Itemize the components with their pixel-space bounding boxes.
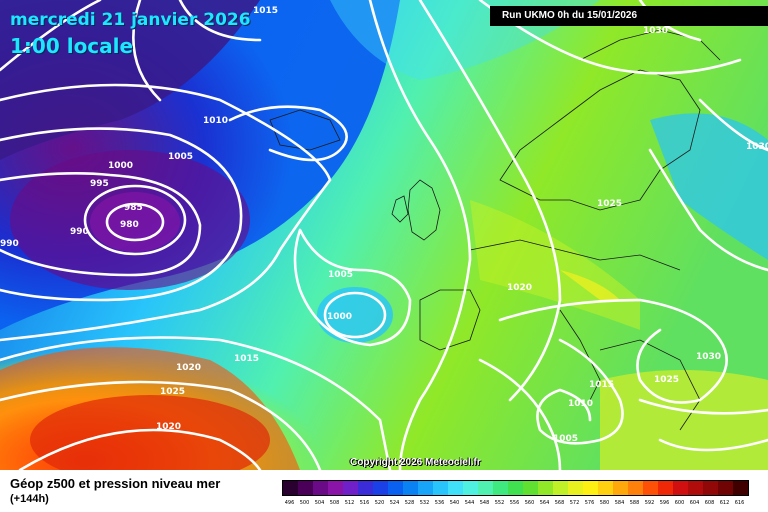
pressure-map: 1015 1030 1010 1005 1000 995 985 980 990…	[0, 0, 768, 470]
scale-label: 588	[629, 500, 640, 506]
scale-label: 548	[479, 500, 490, 506]
isobar-label: 1000	[327, 312, 352, 322]
scale-swatch	[463, 481, 478, 495]
scale-label: 516	[359, 500, 370, 506]
scale-label: 568	[554, 500, 565, 506]
scale-label: 496	[284, 500, 295, 506]
isobar-label: 1005	[168, 152, 193, 162]
isobar-label: 1015	[589, 380, 614, 390]
isobar-label: 1025	[160, 387, 185, 397]
isobar-label: 1010	[568, 399, 593, 409]
scale-swatch	[538, 481, 553, 495]
scale-swatch	[523, 481, 538, 495]
copyright: Copyright 2026 Meteociel.fr	[350, 457, 481, 468]
scale-label: 528	[404, 500, 415, 506]
scale-label: 520	[374, 500, 385, 506]
scale-label: 612	[719, 500, 730, 506]
scale-label: 560	[524, 500, 535, 506]
scale-swatch	[493, 481, 508, 495]
scale-label: 572	[569, 500, 580, 506]
isobar-label: 1030	[746, 142, 768, 152]
isobar-label: 1005	[553, 434, 578, 444]
isobar-label: 1015	[234, 354, 259, 364]
color-scale-labels: 496 500 504 508 512 516 520 524 528 532 536 540 544 5…	[282, 500, 747, 506]
scale-swatch	[283, 481, 298, 495]
scale-swatch	[343, 481, 358, 495]
scale-swatch	[433, 481, 448, 495]
lead-time: (+144h)	[10, 493, 49, 505]
scale-swatch	[733, 481, 748, 495]
isobar-label: 985	[124, 203, 143, 213]
isobar-label: 1005	[328, 270, 353, 280]
scale-label: 504	[314, 500, 325, 506]
scale-swatch	[613, 481, 628, 495]
scale-label: 536	[434, 500, 445, 506]
scale-swatch	[643, 481, 658, 495]
scale-label: 540	[449, 500, 460, 506]
scale-swatch	[373, 481, 388, 495]
scale-label: 552	[494, 500, 505, 506]
scale-swatch	[508, 481, 523, 495]
scale-label: 616	[734, 500, 745, 506]
isobar-label: 1025	[654, 375, 679, 385]
scale-swatch	[688, 481, 703, 495]
isobar-label: 990	[70, 227, 89, 237]
scale-swatch	[553, 481, 568, 495]
isobar-label: 1020	[156, 422, 181, 432]
isobar-label: 1010	[203, 116, 228, 126]
scale-swatch	[718, 481, 733, 495]
isobar-label: 1030	[643, 26, 668, 36]
scale-swatch	[628, 481, 643, 495]
scale-swatch	[478, 481, 493, 495]
isobar-label: 1020	[176, 363, 201, 373]
scale-swatch	[448, 481, 463, 495]
isobar-label: 990	[0, 239, 19, 249]
scale-swatch	[568, 481, 583, 495]
forecast-time: 1:00 locale	[10, 34, 134, 58]
scale-swatch	[673, 481, 688, 495]
scale-label: 608	[704, 500, 715, 506]
isobar-label: 1000	[108, 161, 133, 171]
scale-swatch	[658, 481, 673, 495]
scale-label: 564	[539, 500, 550, 506]
scale-label: 592	[644, 500, 655, 506]
scale-swatch	[313, 481, 328, 495]
scale-swatch	[358, 481, 373, 495]
scale-label: 500	[299, 500, 310, 506]
scale-swatch	[388, 481, 403, 495]
scale-swatch	[703, 481, 718, 495]
scale-label: 532	[419, 500, 430, 506]
isobar-label: 1030	[696, 352, 721, 362]
scale-label: 508	[329, 500, 340, 506]
run-info: Run UKMO 0h du 15/01/2026	[490, 6, 768, 26]
scale-label: 544	[464, 500, 475, 506]
parameter-title: Géop z500 et pression niveau mer	[10, 476, 221, 491]
scale-swatch	[583, 481, 598, 495]
scale-swatch	[403, 481, 418, 495]
isobar-label: 1025	[597, 199, 622, 209]
scale-swatch	[418, 481, 433, 495]
scale-swatch	[598, 481, 613, 495]
scale-label: 600	[674, 500, 685, 506]
scale-label: 524	[389, 500, 400, 506]
isobar-label: 980	[120, 220, 139, 230]
scale-label: 580	[599, 500, 610, 506]
scale-swatch	[328, 481, 343, 495]
isobar-label: 995	[90, 179, 109, 189]
scale-swatch	[298, 481, 313, 495]
scale-label: 512	[344, 500, 355, 506]
scale-label: 576	[584, 500, 595, 506]
color-scale	[282, 480, 749, 496]
isobar-label: 1020	[507, 283, 532, 293]
scale-label: 556	[509, 500, 520, 506]
scale-label: 584	[614, 500, 625, 506]
isobar-label: 1015	[253, 6, 278, 16]
scale-label: 596	[659, 500, 670, 506]
scale-label: 604	[689, 500, 700, 506]
forecast-date: mercredi 21 janvier 2026	[10, 10, 251, 30]
